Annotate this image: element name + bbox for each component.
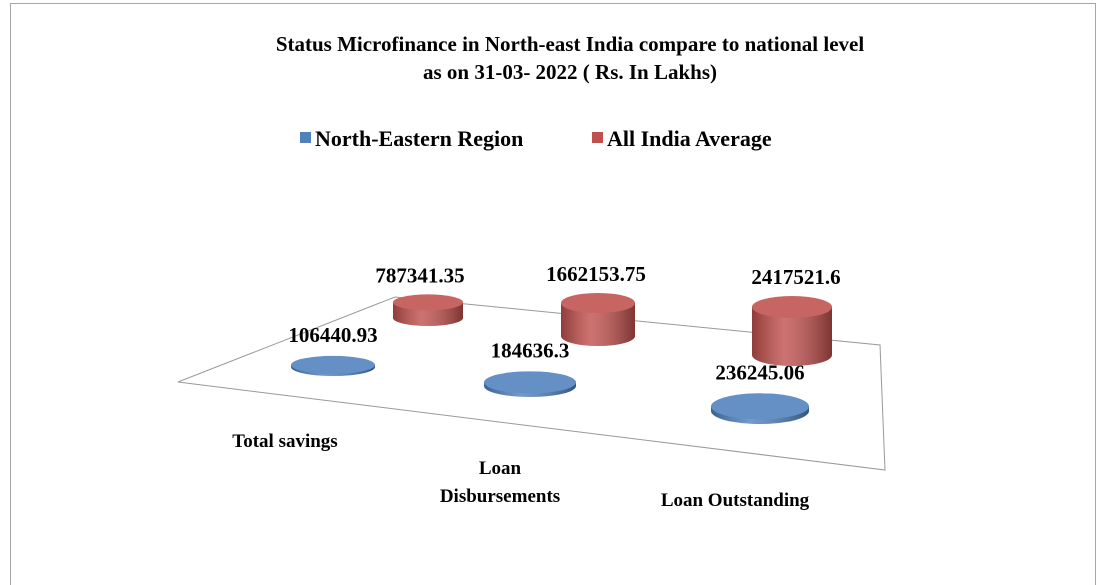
cylinder-top xyxy=(561,292,635,313)
x-tick-label: Loan Outstanding xyxy=(660,490,810,511)
data-label: 787341.35 xyxy=(375,263,464,287)
cylinder xyxy=(393,294,463,326)
cylinder-top xyxy=(393,294,463,311)
cylinder xyxy=(291,355,375,376)
cylinder-top-highlight xyxy=(393,294,463,311)
cylinder-top xyxy=(711,393,809,420)
x-tick-label: Total savings xyxy=(232,431,338,452)
cylinder-top xyxy=(484,371,576,394)
data-label: 106440.93 xyxy=(288,323,377,347)
chart-border xyxy=(10,3,1096,585)
legend-label: All India Average xyxy=(607,126,772,151)
cylinder-top-highlight xyxy=(484,371,576,394)
cylinder-shade xyxy=(561,302,635,346)
data-label: 2417521.6 xyxy=(751,265,840,289)
legend-swatch xyxy=(592,132,603,143)
data-label: 1662153.75 xyxy=(546,262,646,286)
chart-title: Status Microfinance in North-east India … xyxy=(275,32,865,84)
cylinder-top-highlight xyxy=(291,355,375,374)
cylinder xyxy=(561,292,635,346)
cylinder xyxy=(752,296,832,366)
cylinder-top xyxy=(752,296,832,318)
cylinder xyxy=(484,371,576,397)
cylinder-top-highlight xyxy=(711,393,809,420)
cylinder-top xyxy=(291,355,375,374)
legend-label: North-Eastern Region xyxy=(315,126,523,151)
legend-swatch xyxy=(300,132,311,143)
cylinder-top-highlight xyxy=(561,292,635,313)
x-tick-label: Loan Disbursements xyxy=(439,458,561,507)
data-label: 184636.3 xyxy=(491,338,570,362)
cylinder xyxy=(711,393,809,424)
cylinder-top-highlight xyxy=(752,296,832,318)
cylinder-shade xyxy=(752,307,832,366)
